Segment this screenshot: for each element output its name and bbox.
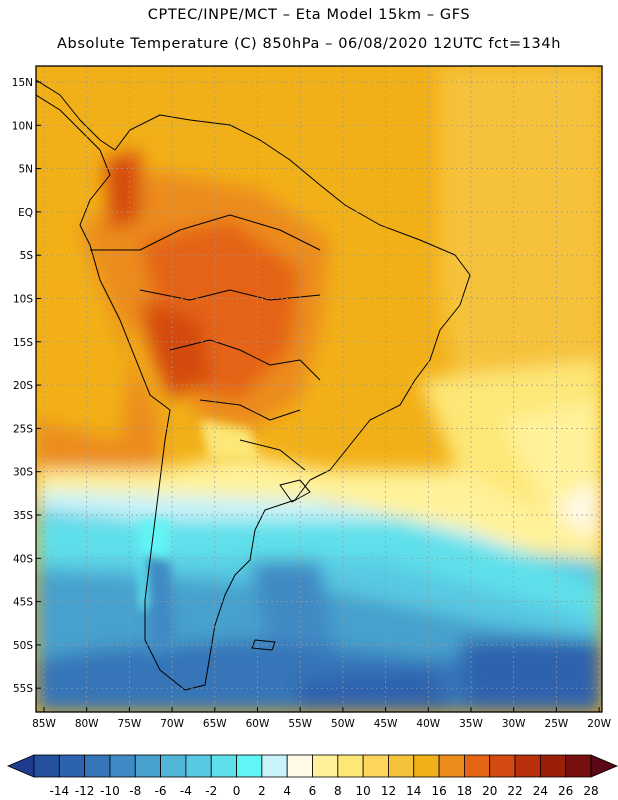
lat-label: 25S — [13, 423, 33, 435]
colorbar-label: 12 — [381, 784, 396, 798]
colorbar-label: 6 — [309, 784, 317, 798]
lon-label: 20W — [587, 718, 611, 730]
title-line-1: CPTEC/INPE/MCT – Eta Model 15km – GFS — [147, 7, 471, 23]
colorbar-label: 26 — [558, 784, 573, 798]
colorbar-swatch — [539, 754, 567, 778]
lat-label: 40S — [13, 553, 33, 565]
colorbar-label: 0 — [233, 784, 241, 798]
lon-label: 35W — [459, 718, 483, 730]
colorbar-swatch — [185, 754, 212, 778]
colorbar-label: 8 — [334, 784, 342, 798]
lon-label: 45W — [374, 718, 398, 730]
colorbar-swatch — [286, 754, 313, 778]
colorbar-swatch — [160, 754, 187, 778]
country-borders — [36, 79, 471, 691]
temperature-field — [36, 66, 602, 712]
colorbar-swatch — [109, 754, 136, 778]
lat-label: 45S — [13, 597, 33, 609]
lon-label: 25W — [545, 718, 569, 730]
colorbar-swatch — [565, 754, 592, 778]
map-frame — [35, 65, 603, 713]
lat-label: 20S — [13, 380, 33, 392]
lon-label: 75W — [118, 718, 142, 730]
lat-label: 15N — [12, 77, 33, 89]
colorbar-label: -14 — [50, 784, 70, 798]
lat-label: 35S — [13, 510, 33, 522]
graticule — [36, 66, 602, 712]
colorbar-label: 22 — [507, 784, 522, 798]
colorbar-swatch — [337, 754, 364, 778]
colorbar-label: -2 — [205, 784, 217, 798]
colorbar-swatch — [464, 754, 491, 778]
latitude-labels: 15N 10N 5N EQ 5S 10S 15S 20S 25S 30S 35S 40S 45S 50S 5… — [12, 77, 41, 695]
colorbar-high-triangle — [590, 754, 618, 778]
colorbar-label: -12 — [75, 784, 95, 798]
colorbar-low-triangle — [6, 754, 35, 778]
lon-label: 65W — [203, 718, 227, 730]
colorbar-label: 18 — [457, 784, 472, 798]
lon-label: 30W — [502, 718, 526, 730]
lon-label: 85W — [32, 718, 56, 730]
lon-label: 80W — [75, 718, 99, 730]
lat-label: 10N — [12, 120, 33, 132]
colorbar-label: 4 — [283, 784, 291, 798]
colorbar-swatch — [134, 754, 161, 778]
colorbar-swatch — [261, 754, 288, 778]
colorbar-swatch — [388, 754, 415, 778]
lat-label: 10S — [13, 294, 33, 306]
colorbar-labels: -14 -12 -10 -8 -6 -4 -2 0 2 4 6 8 10 12 14 16 18 20 22 24 26… — [50, 784, 599, 798]
colorbar-swatch — [362, 754, 389, 778]
colorbar-label: -10 — [100, 784, 120, 798]
lon-label: 60W — [246, 718, 270, 730]
colorbar-label: 2 — [258, 784, 266, 798]
colorbar-swatch — [312, 754, 339, 778]
longitude-labels: 85W 80W 75W 70W 65W 60W 55W 50W 45W 40W 35W 30W 25W 2… — [32, 707, 612, 730]
colorbar-label: 20 — [482, 784, 497, 798]
lat-label: EQ — [18, 207, 33, 219]
colorbar-swatch — [514, 754, 541, 778]
colorbar-swatch — [58, 754, 86, 778]
lat-label: 5S — [20, 250, 34, 262]
colorbar-label: 14 — [406, 784, 421, 798]
lon-label: 55W — [288, 718, 312, 730]
colorbar-swatch — [438, 754, 465, 778]
lat-label: 15S — [13, 337, 33, 349]
lon-label: 40W — [416, 718, 440, 730]
colorbar-swatch — [84, 754, 111, 778]
colorbar-swatch — [413, 754, 440, 778]
colorbar-label: 10 — [355, 784, 370, 798]
colorbar-label: -4 — [180, 784, 192, 798]
title-line-2: Absolute Temperature (C) 850hPa – 06/08/… — [57, 36, 561, 52]
lat-label: 55S — [13, 683, 33, 695]
colorbar-label: 24 — [533, 784, 548, 798]
colorbar-swatch — [236, 754, 263, 778]
colorbar — [6, 754, 618, 778]
colorbar-label: 16 — [431, 784, 446, 798]
colorbar-swatch — [489, 754, 516, 778]
lat-label: 30S — [13, 467, 33, 479]
colorbar-label: 28 — [583, 784, 598, 798]
colorbar-label: -6 — [155, 784, 167, 798]
colorbar-swatch — [33, 754, 60, 778]
lon-label: 50W — [331, 718, 355, 730]
colorbar-label: -8 — [129, 784, 141, 798]
colorbar-swatch — [210, 754, 237, 778]
lat-label: 5N — [18, 164, 33, 176]
lon-label: 70W — [160, 718, 184, 730]
lat-label: 50S — [13, 640, 33, 652]
